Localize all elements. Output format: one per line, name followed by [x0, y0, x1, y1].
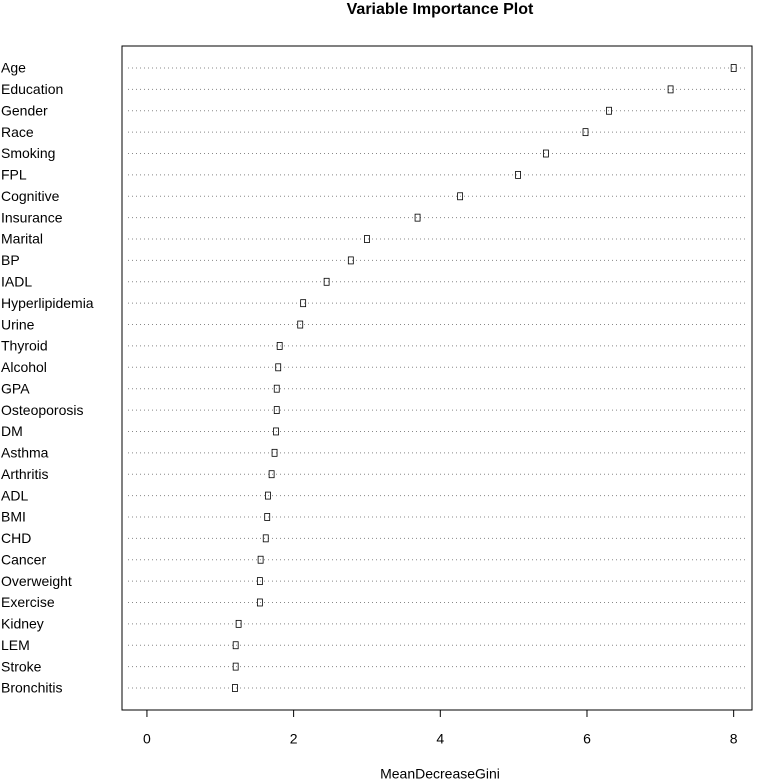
y-tick-label: IADL: [1, 273, 32, 289]
point: [232, 662, 239, 671]
y-tick-label: LEM: [1, 637, 30, 653]
y-tick-label: Exercise: [1, 594, 55, 610]
y-tick-label: Urine: [1, 316, 35, 332]
y-tick-label: Age: [1, 60, 26, 76]
point: [257, 555, 264, 564]
y-tick-label: Thyroid: [1, 338, 48, 354]
y-tick-label: CHD: [1, 530, 31, 546]
point: [256, 598, 263, 607]
point: [271, 448, 278, 457]
point: [232, 641, 239, 650]
point: [273, 384, 280, 393]
y-tick-label: Hyperlipidemia: [1, 295, 94, 311]
point: [364, 235, 370, 243]
y-tick-label: BMI: [1, 509, 26, 525]
y-tick-label: Arthritis: [1, 466, 48, 482]
point: [268, 470, 275, 479]
point: [265, 491, 271, 500]
y-tick-label: Asthma: [1, 445, 49, 461]
point: [273, 427, 279, 436]
y-tick-label: DM: [1, 423, 23, 439]
point: [300, 299, 307, 308]
y-tick-label: GPA: [1, 380, 30, 396]
point: [276, 342, 283, 350]
y-tick-label: ADL: [1, 487, 28, 503]
y-tick-label: Kidney: [1, 616, 44, 632]
point: [235, 619, 242, 628]
y-tick-label: Gender: [1, 102, 48, 118]
point: [515, 170, 521, 179]
chart-title: Variable Importance Plot: [347, 1, 534, 18]
point: [256, 577, 263, 586]
y-tick-label: Cognitive: [1, 188, 60, 204]
y-tick-label: Osteoporosis: [1, 402, 83, 418]
point: [273, 406, 280, 414]
y-tick-label: Bronchitis: [1, 680, 62, 696]
x-tick-label: 8: [730, 731, 738, 747]
plot-box: [121, 45, 753, 711]
point: [262, 534, 269, 543]
y-tick-label: Cancer: [1, 551, 46, 567]
x-tick-label: 6: [583, 731, 591, 747]
point: [323, 277, 330, 286]
x-axis-label: MeanDecreaseGini: [380, 766, 500, 782]
y-tick-label: Race: [1, 124, 34, 140]
y-tick-label: FPL: [1, 167, 27, 183]
point: [414, 213, 421, 222]
point: [582, 128, 589, 137]
point: [347, 256, 354, 265]
point: [457, 192, 464, 201]
point: [275, 363, 282, 372]
point: [264, 513, 271, 521]
y-tick-label: Education: [1, 81, 63, 97]
y-tick-label: BP: [1, 252, 20, 268]
y-tick-label: Overweight: [1, 573, 72, 589]
x-tick-label: 4: [436, 731, 444, 747]
y-tick-label: Marital: [1, 231, 43, 247]
point: [606, 106, 612, 115]
x-tick-label: 0: [143, 731, 151, 747]
y-tick-label: Alcohol: [1, 359, 47, 375]
y-tick-label: Insurance: [1, 209, 63, 225]
y-tick-label: Stroke: [1, 658, 42, 674]
x-tick-label: 2: [290, 731, 298, 747]
point: [667, 85, 674, 94]
y-tick-label: Smoking: [1, 145, 55, 161]
point: [730, 64, 737, 72]
point: [297, 320, 304, 329]
point: [232, 684, 238, 692]
point: [543, 149, 549, 158]
